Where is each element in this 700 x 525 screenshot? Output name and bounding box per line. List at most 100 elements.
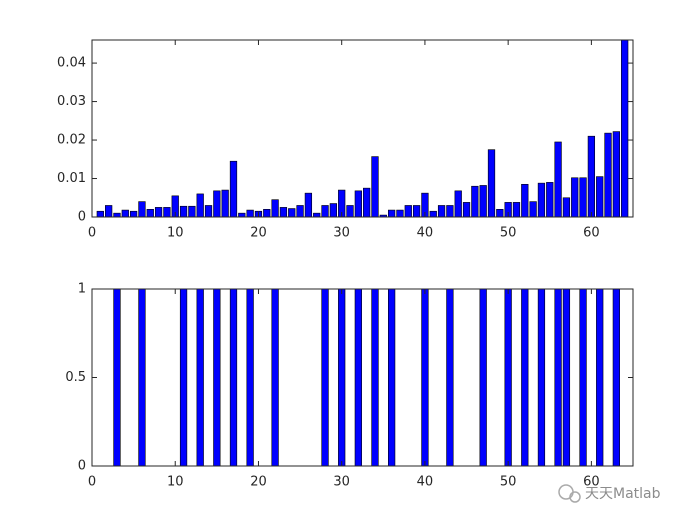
bar: [521, 288, 529, 467]
bar: [512, 202, 521, 218]
x-tick-label: 20: [250, 226, 267, 241]
y-tick-label: 1: [78, 282, 86, 297]
bar: [487, 149, 496, 218]
bar: [154, 207, 163, 218]
bar: [388, 209, 396, 218]
bar: [321, 205, 329, 218]
x-tick-label: 60: [583, 475, 600, 490]
bar: [421, 288, 429, 467]
bar: [238, 212, 246, 218]
bar: [146, 209, 154, 218]
axes-frame: [91, 288, 634, 467]
y-tick-label: 0: [78, 210, 86, 225]
bar: [529, 201, 537, 218]
bar: [412, 205, 421, 218]
bar: [504, 288, 512, 467]
bar: [587, 135, 596, 218]
bar: [138, 201, 146, 218]
x-tick-label: 50: [500, 475, 517, 490]
bar: [113, 288, 121, 467]
bar: [96, 210, 104, 218]
bar: [371, 288, 379, 467]
bar: [462, 202, 471, 218]
bar: [571, 177, 579, 218]
bar: [129, 210, 138, 218]
bar: [271, 199, 279, 218]
bar: [221, 189, 229, 218]
bar: [279, 207, 288, 218]
x-tick-label: 60: [583, 226, 600, 241]
bar: [196, 193, 204, 218]
bar: [437, 205, 446, 218]
bar: [454, 190, 462, 218]
y-tick-label: 0.04: [57, 56, 86, 71]
bar: [246, 209, 254, 218]
watermark-text: 天天Matlab: [585, 486, 661, 502]
bar: [213, 288, 221, 467]
bar: [321, 288, 329, 467]
bar: [388, 288, 396, 467]
bar: [596, 176, 604, 218]
bar: [229, 160, 238, 218]
bar: [479, 288, 487, 467]
bar: [429, 210, 437, 218]
bar: [179, 288, 188, 467]
bar: [213, 190, 221, 218]
bar: [537, 288, 546, 467]
bar: [396, 209, 404, 218]
watermark: 天天Matlab: [558, 484, 661, 503]
x-tick-label: 0: [88, 475, 96, 490]
watermark-icon: [558, 484, 574, 500]
bar: [121, 209, 129, 218]
x-tick-label: 10: [167, 226, 184, 241]
y-tick-label: 0.5: [65, 370, 86, 385]
bar: [354, 190, 362, 218]
bar: [579, 177, 587, 218]
y-tick-label: 0: [78, 459, 86, 474]
bar: [554, 288, 562, 467]
bar: [621, 39, 629, 218]
bar: [196, 288, 204, 467]
x-tick-label: 40: [417, 226, 434, 241]
bar: [296, 205, 304, 218]
bar: [329, 203, 337, 218]
bar: [313, 212, 321, 218]
x-tick-label: 40: [417, 475, 434, 490]
bar: [546, 182, 554, 218]
x-tick-label: 50: [500, 226, 517, 241]
bar: [105, 205, 113, 218]
bar: [596, 288, 604, 467]
y-tick-label: 0.03: [57, 94, 86, 109]
axes-frame: [91, 39, 634, 218]
bar: [471, 185, 479, 218]
bar: [537, 182, 546, 218]
bar: [271, 288, 279, 467]
bar: [371, 156, 379, 218]
bar: [612, 131, 620, 218]
bar: [446, 205, 454, 218]
bar: [562, 197, 571, 218]
x-tick-label: 20: [250, 475, 267, 490]
watermark-icon: [569, 491, 581, 503]
x-tick-label: 0: [88, 226, 96, 241]
bar: [612, 288, 620, 467]
y-tick-label: 0.01: [57, 171, 86, 186]
bar: [521, 183, 529, 218]
bar: [496, 209, 504, 218]
bar: [579, 288, 587, 467]
bar: [204, 205, 213, 218]
bar: [354, 288, 362, 467]
y-tick-label: 0.02: [57, 133, 86, 148]
x-tick-label: 10: [167, 475, 184, 490]
bar: [446, 288, 454, 467]
bar: [288, 208, 296, 218]
bar: [138, 288, 146, 467]
bar: [304, 192, 313, 218]
x-tick-label: 30: [333, 475, 350, 490]
bar: [479, 185, 487, 218]
bar: [113, 212, 121, 218]
bar: [179, 205, 188, 218]
bar: [562, 288, 571, 467]
bar: [246, 288, 254, 467]
